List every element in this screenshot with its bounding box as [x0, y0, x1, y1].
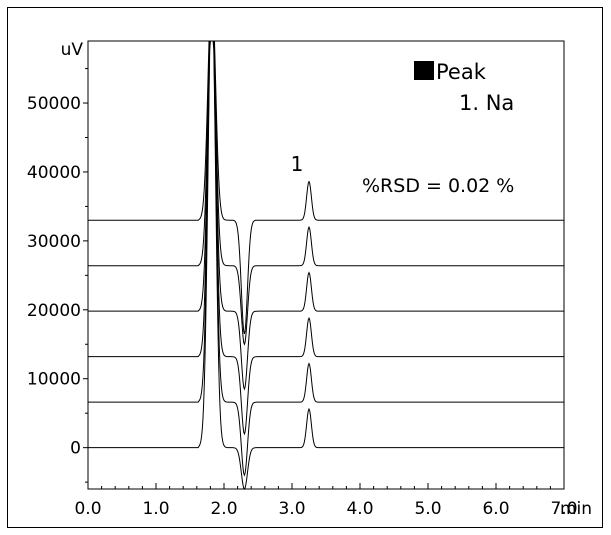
trace-line-1 — [88, 40, 564, 490]
plot-area — [87, 40, 565, 490]
y-tick-label: 20000 — [27, 301, 81, 321]
x-tick-label: 7.0 — [550, 499, 577, 519]
x-unit-label: min — [560, 499, 592, 519]
x-tick-label: 6.0 — [482, 499, 509, 519]
trace-line-3 — [88, 40, 564, 436]
plot-frame — [87, 40, 565, 490]
x-tick-label: 3.0 — [278, 499, 305, 519]
outer-border — [7, 7, 603, 528]
trace-line-2 — [88, 40, 564, 477]
x-axis: 0.0 1.0 2.0 3.0 4.0 5.0 6.0 7.0 — [74, 483, 578, 519]
y-axis: 0 10000 20000 30000 40000 50000 — [27, 68, 88, 483]
trace-line-4 — [88, 40, 564, 391]
legend-title: Peak — [436, 60, 487, 84]
trace-line-6 — [88, 40, 564, 335]
y-tick-label: 40000 — [27, 163, 81, 183]
legend-marker — [414, 61, 434, 80]
y-tick-label: 50000 — [27, 94, 81, 114]
legend-entry-na: 1. Na — [459, 91, 514, 115]
y-tick-label: 10000 — [27, 370, 81, 390]
x-tick-label: 0.0 — [74, 499, 101, 519]
x-tick-label: 5.0 — [414, 499, 441, 519]
traces-group — [88, 40, 564, 490]
x-tick-label: 2.0 — [210, 499, 237, 519]
peak-number-label: 1 — [291, 152, 304, 176]
y-unit-label: uV — [61, 40, 84, 60]
x-tick-label: 1.0 — [142, 499, 169, 519]
trace-line-5 — [88, 40, 564, 346]
y-tick-label: 0 — [70, 439, 81, 459]
y-tick-label: 30000 — [27, 232, 81, 252]
rsd-annotation: %RSD = 0.02 % — [362, 175, 514, 197]
x-tick-label: 4.0 — [346, 499, 373, 519]
legend: Peak 1. Na — [414, 60, 514, 115]
